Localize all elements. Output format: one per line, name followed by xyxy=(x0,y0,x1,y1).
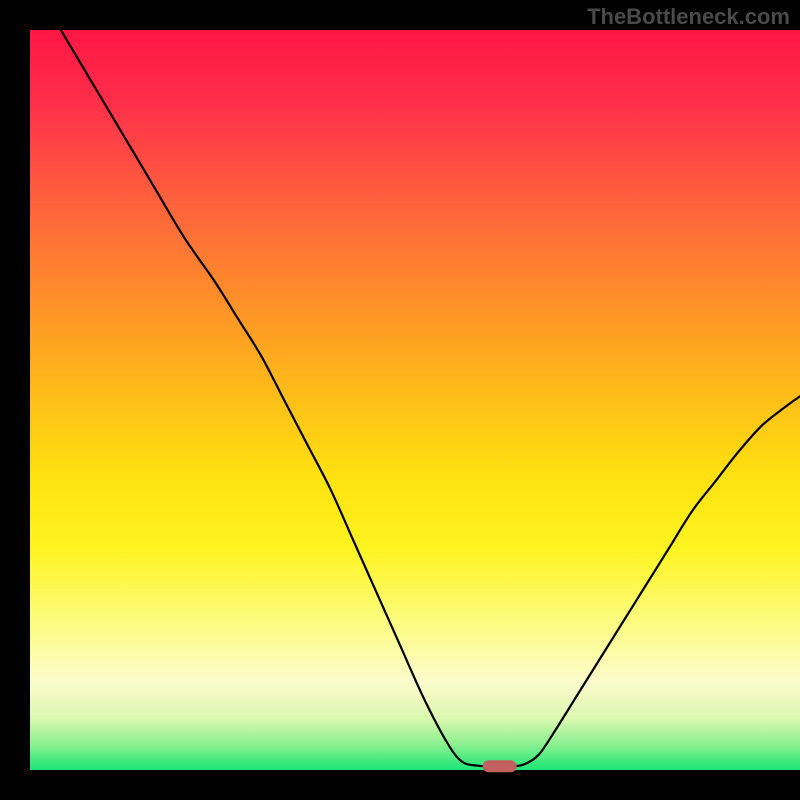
bottleneck-chart xyxy=(0,0,800,800)
plot-background xyxy=(30,30,800,770)
optimum-marker xyxy=(483,760,517,772)
chart-container: TheBottleneck.com xyxy=(0,0,800,800)
watermark-text: TheBottleneck.com xyxy=(587,4,790,30)
